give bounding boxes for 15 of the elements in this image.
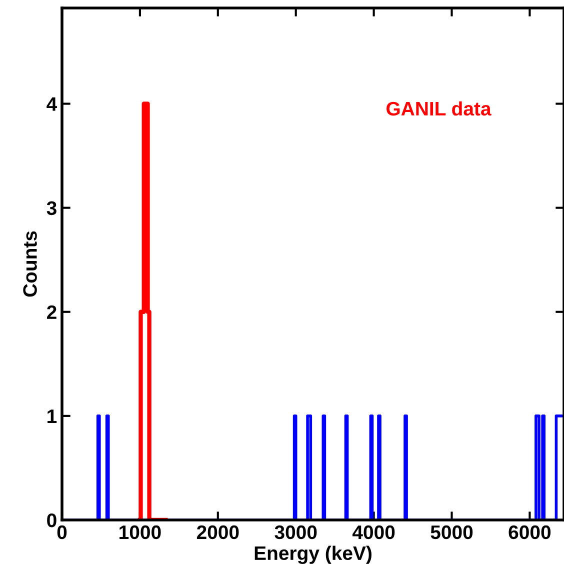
y-tick-label: 1 xyxy=(48,410,57,423)
text: GANIL data xyxy=(386,101,492,116)
y-axis-title: Counts xyxy=(23,231,37,297)
x-tick-label: 0 xyxy=(57,525,67,540)
x-axis-title: Energy (keV) xyxy=(254,546,372,564)
y-tick-label: 4 xyxy=(46,97,58,111)
x-tick-label: 4000 xyxy=(352,525,395,540)
y-tick-label: 0 xyxy=(47,513,56,528)
x-tick-label: 5000 xyxy=(430,525,473,540)
y-tick-label: 2 xyxy=(47,305,56,319)
x-tick-label: 2000 xyxy=(196,525,239,540)
x-tick-label: 1000 xyxy=(120,525,161,540)
x-tick-label: 3000 xyxy=(274,525,317,540)
y-tick-label: 3 xyxy=(46,201,56,216)
x-tick-label: 6000 xyxy=(508,525,551,540)
